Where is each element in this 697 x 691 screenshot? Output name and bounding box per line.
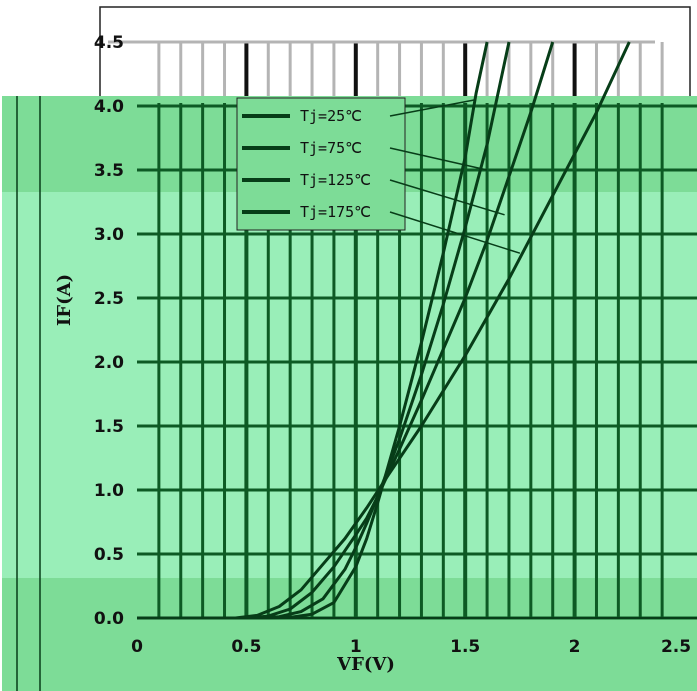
gridlines [108, 40, 697, 620]
y-axis-title: IF(A) [54, 274, 75, 326]
plot-area-light-band [2, 192, 697, 578]
legend-box [236, 97, 406, 231]
series-line-2 [137, 41, 511, 620]
series-line-4 [137, 41, 631, 620]
y-tick-label: 4.5 [94, 33, 124, 53]
legend: Tj=25℃ Tj=75℃ Tj=125℃ Tj=175℃ [236, 97, 521, 254]
series-line-3 [137, 41, 555, 620]
legend-label: Tj=175℃ [300, 203, 371, 221]
x-axis-title: VF(V) [336, 654, 395, 675]
legend-leader-line [389, 179, 505, 216]
series-group [137, 41, 631, 620]
x-tick-label: 0.5 [231, 637, 261, 657]
series-line-1 [137, 41, 489, 620]
legend-leader-line [389, 211, 521, 254]
x-tick-label: 1.5 [450, 637, 480, 657]
y-tick-label: 3.5 [94, 161, 124, 181]
x-tick-label: 0 [131, 637, 143, 657]
y-tick-label: 4.0 [94, 97, 124, 117]
y-tick-label: 0.5 [94, 545, 124, 565]
x-tick-label: 1 [350, 637, 362, 657]
y-tick-label: 2.0 [94, 353, 124, 373]
axis-titles: VF(V) IF(A) [54, 274, 395, 675]
x-tick-label: 2 [569, 637, 581, 657]
y-tick-label: 3.0 [94, 225, 124, 245]
legend-label: Tj=75℃ [300, 139, 362, 157]
legend-leader-line [389, 98, 477, 117]
y-tick-label: 2.5 [94, 289, 124, 309]
legend-label: Tj=25℃ [300, 107, 362, 125]
y-tick-label: 0.0 [94, 609, 124, 629]
x-tick-label: 2.5 [661, 637, 691, 657]
upper-plot-frame [99, 6, 691, 104]
legend-label: Tj=125℃ [300, 171, 371, 189]
y-tick-label: 1.0 [94, 481, 124, 501]
tick-labels: 0.0 0.5 1.0 1.5 2.0 2.5 3.0 3.5 4.0 4.5 0 0.5 1 1.5 2 2… [94, 33, 691, 657]
y-tick-label: 1.5 [94, 417, 124, 437]
legend-leader-line [389, 147, 488, 171]
